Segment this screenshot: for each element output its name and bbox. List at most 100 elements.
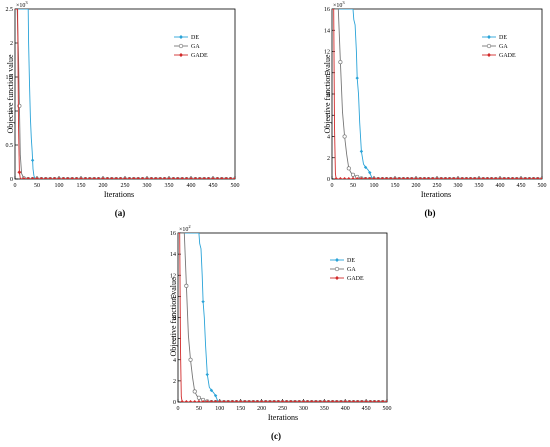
series-line-gade xyxy=(15,9,235,179)
marker-gade xyxy=(26,177,31,179)
marker-gade xyxy=(242,400,247,402)
marker-gade xyxy=(540,177,542,179)
marker-gade xyxy=(219,177,224,179)
marker-ga xyxy=(338,60,343,65)
marker-gade xyxy=(30,177,35,179)
marker-gade xyxy=(180,177,185,179)
legend-label-ga: GA xyxy=(191,44,200,50)
marker-gade xyxy=(288,400,293,402)
x-tick-label: 500 xyxy=(383,406,392,412)
marker-gade xyxy=(259,400,264,402)
marker-gade xyxy=(127,177,132,179)
y-tick-label: 16 xyxy=(170,231,176,237)
x-tick-label: 0 xyxy=(331,183,334,189)
x-tick-label: 300 xyxy=(299,406,308,412)
marker-gade xyxy=(109,177,114,179)
marker-gade xyxy=(263,400,268,402)
marker-gade xyxy=(535,177,540,179)
marker-de xyxy=(201,299,205,304)
marker-gade xyxy=(493,177,498,179)
x-axis-label: Iterations xyxy=(268,413,298,422)
y-axis-label: Objective function value xyxy=(169,277,178,357)
marker-gade xyxy=(114,177,119,179)
marker-gade xyxy=(167,177,171,179)
legend-label-gade: GADE xyxy=(347,276,364,282)
series-line-ga xyxy=(332,9,542,179)
marker-gade xyxy=(184,177,189,179)
series-line-ga xyxy=(178,233,387,402)
y-exponent-power: 3 xyxy=(25,0,28,5)
marker-gade xyxy=(502,177,507,179)
marker-gade xyxy=(418,177,423,179)
marker-gade xyxy=(372,400,377,402)
legend-marker xyxy=(178,43,184,49)
x-tick-label: 400 xyxy=(341,406,350,412)
marker-gade xyxy=(205,400,210,402)
y-tick-label: 6 xyxy=(173,337,176,343)
x-tick-label: 300 xyxy=(454,183,463,189)
x-axis-label: Iterations xyxy=(421,190,451,199)
x-tick-label: 250 xyxy=(433,183,442,189)
marker-gade xyxy=(460,177,465,179)
marker-gade xyxy=(343,400,348,402)
x-tick-label: 150 xyxy=(236,406,245,412)
legend-label-ga: GA xyxy=(347,267,356,273)
chart-panel-b: 0 50 100 150 200 250 300 350 400 450 500 0 2 4 6 8 10 12 1… xyxy=(323,0,547,218)
marker-gade xyxy=(188,400,193,402)
marker-gade xyxy=(514,177,519,179)
x-tick-label: 350 xyxy=(475,183,484,189)
y-tick-label: 0 xyxy=(327,177,330,183)
x-tick-label: 150 xyxy=(391,183,400,189)
marker-gade xyxy=(401,177,406,179)
y-tick-label: 14 xyxy=(170,252,176,258)
marker-gade xyxy=(376,177,381,179)
legend: DE GA GADE xyxy=(174,35,208,59)
marker-gade xyxy=(523,177,528,179)
legend-label-gade: GADE xyxy=(499,53,516,59)
marker-gade xyxy=(439,177,444,179)
marker-gade xyxy=(145,177,149,179)
x-tick-label: 400 xyxy=(187,183,196,189)
marker-gade xyxy=(334,400,339,402)
panel-letter: (b) xyxy=(425,208,436,218)
y-tick-label: 12 xyxy=(324,50,330,56)
y-tick-label: 2 xyxy=(327,156,330,162)
plot-frame xyxy=(331,8,543,180)
y-tick-label: 1 xyxy=(10,109,13,115)
marker-gade xyxy=(193,177,198,179)
y-tick-label: 8 xyxy=(327,92,330,98)
marker-gade xyxy=(531,177,536,179)
marker-gade xyxy=(43,177,48,179)
x-tick-label: 350 xyxy=(165,183,174,189)
plot-frame xyxy=(177,232,388,403)
y-tick-label: 2 xyxy=(10,41,13,47)
legend-marker xyxy=(179,53,183,57)
y-tick-label: 10 xyxy=(324,71,330,77)
marker-gade xyxy=(451,177,456,179)
marker-gade xyxy=(184,400,189,402)
marker-gade xyxy=(368,400,373,402)
marker-gade xyxy=(351,177,355,179)
marker-gade xyxy=(464,177,469,179)
marker-gade xyxy=(409,177,414,179)
marker-gade xyxy=(70,177,75,179)
marker-gade xyxy=(21,177,26,179)
x-tick-label: 50 xyxy=(196,406,202,412)
marker-de xyxy=(209,388,214,393)
marker-gade xyxy=(346,177,351,179)
marker-gade xyxy=(359,177,364,179)
marker-ga xyxy=(188,357,193,362)
marker-de xyxy=(355,76,359,80)
marker-gade xyxy=(443,177,448,179)
marker-gade xyxy=(224,177,229,179)
marker-gade xyxy=(213,400,218,402)
x-tick-label: 50 xyxy=(350,183,356,189)
marker-gade xyxy=(326,400,331,402)
series-group xyxy=(332,9,542,179)
legend-label-de: DE xyxy=(347,258,355,264)
x-tick-label: 50 xyxy=(34,183,40,189)
marker-gade xyxy=(506,177,511,179)
series-line-de xyxy=(178,233,387,402)
marker-gade xyxy=(189,177,193,179)
series-line-gade xyxy=(332,9,542,179)
